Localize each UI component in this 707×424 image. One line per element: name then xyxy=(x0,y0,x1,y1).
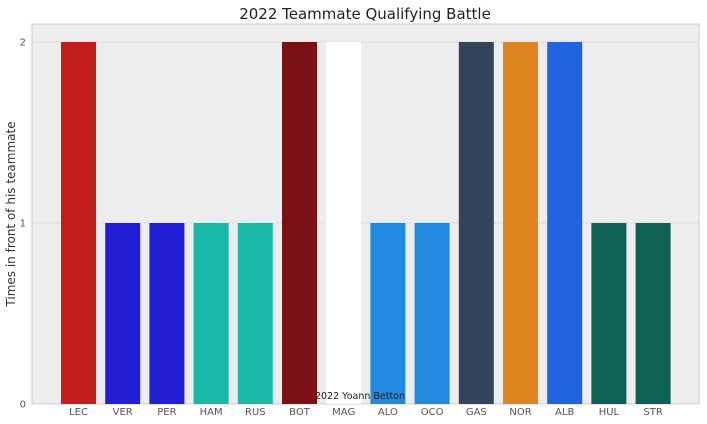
y-axis-label: Times in front of his teammate xyxy=(4,121,18,307)
x-tick-label: PER xyxy=(157,407,176,418)
bar-per xyxy=(149,223,185,404)
y-tick-label: 0 xyxy=(20,400,26,411)
copyright-annotation: 2022 Yoann Betton xyxy=(315,391,405,402)
x-tick-label: VER xyxy=(113,407,133,418)
y-axis-ticks: 0 1 2 xyxy=(20,38,26,411)
bar-str xyxy=(635,223,671,404)
x-tick-label: STR xyxy=(643,407,662,418)
x-tick-label: HUL xyxy=(599,407,620,418)
x-tick-label: GAS xyxy=(466,407,487,418)
x-axis-ticks: LEC VER PER HAM RUS BOT MAG ALO OCO GAS NOR ALB HUL S… xyxy=(69,407,663,418)
x-tick-label: HAM xyxy=(200,407,223,418)
bar-nor xyxy=(503,42,538,404)
x-tick-label: OCO xyxy=(421,407,444,418)
bar-rus xyxy=(237,223,273,404)
bar-alb xyxy=(547,42,583,404)
bar-mag xyxy=(326,42,362,404)
bar-hul xyxy=(591,223,627,404)
bar-oco xyxy=(414,223,450,404)
x-tick-label: MAG xyxy=(332,407,355,418)
x-tick-label: BOT xyxy=(289,407,311,418)
y-tick-label: 1 xyxy=(20,219,26,230)
bar-bot xyxy=(282,42,317,404)
x-tick-label: RUS xyxy=(245,407,266,418)
bar-ver xyxy=(105,223,141,404)
x-tick-label: ALB xyxy=(555,407,574,418)
plot-area xyxy=(31,23,700,405)
x-tick-label: LEC xyxy=(69,407,88,418)
grid-lines xyxy=(32,41,699,224)
x-tick-label: ALO xyxy=(378,407,398,418)
bars xyxy=(61,42,671,404)
bar-ham xyxy=(193,223,229,404)
chart-title: 2022 Teammate Qualifying Battle xyxy=(239,5,491,23)
bar-alo xyxy=(370,223,406,404)
y-tick-label: 2 xyxy=(20,38,26,49)
x-tick-label: NOR xyxy=(509,407,531,418)
bar-gas xyxy=(458,42,494,404)
bar-lec xyxy=(61,42,96,404)
